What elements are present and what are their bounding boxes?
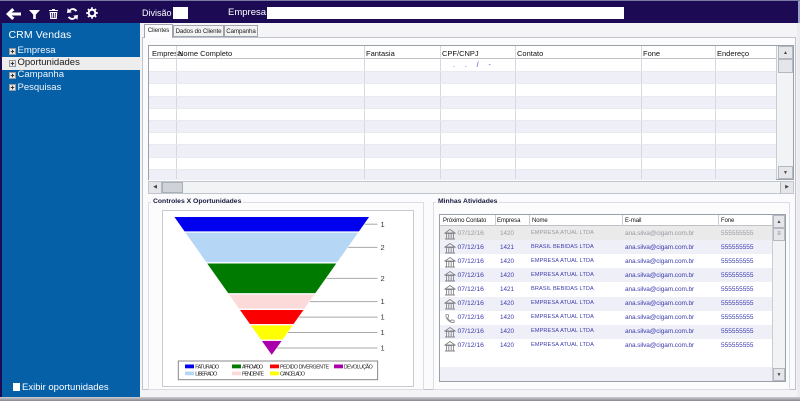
- svg-text:LIBERADO: LIBERADO: [195, 372, 217, 378]
- svg-text:1: 1: [381, 344, 385, 353]
- svg-text:APROVADO: APROVADO: [242, 365, 263, 371]
- svg-text:1: 1: [381, 220, 385, 229]
- svg-text:PENDENTE: PENDENTE: [242, 372, 264, 378]
- svg-text:1: 1: [381, 297, 385, 306]
- svg-text:DEVOLUÇÃO: DEVOLUÇÃO: [344, 364, 373, 371]
- svg-text:PEDIDO DIVERGENTE: PEDIDO DIVERGENTE: [280, 365, 329, 371]
- svg-text:2: 2: [381, 274, 385, 283]
- svg-text:2: 2: [381, 243, 385, 252]
- svg-text:1: 1: [381, 328, 385, 337]
- svg-text:FATURADO: FATURADO: [195, 365, 219, 371]
- svg-text:1: 1: [381, 313, 385, 322]
- svg-text:CANCELADO: CANCELADO: [280, 372, 305, 378]
